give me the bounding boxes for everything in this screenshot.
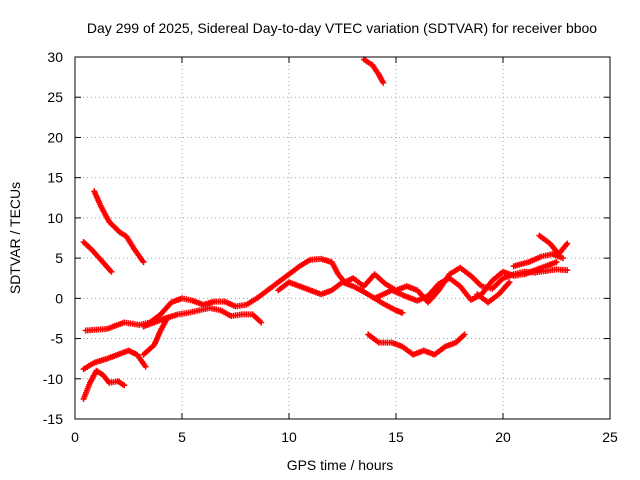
series-track-12 — [140, 315, 170, 358]
series-track-9 — [510, 251, 566, 270]
y-tick-label: 25 — [47, 89, 63, 105]
y-tick-label: 30 — [47, 49, 63, 65]
series-track-2 — [80, 239, 115, 275]
y-tick-label: 5 — [55, 250, 63, 266]
tick-labels: 0 5 10 15 20 25 -15 -10 -5 0 5 10 15 20 25 30 — [43, 49, 618, 445]
series-markers — [91, 188, 147, 266]
series-markers — [80, 367, 128, 402]
data-layer — [80, 56, 571, 402]
y-axis-label: SDTVAR / TECUs — [7, 182, 23, 294]
x-tick-label: 5 — [178, 429, 186, 445]
series-markers — [510, 251, 566, 270]
y-tick-label: -10 — [43, 371, 63, 387]
series-track-1 — [91, 188, 147, 266]
y-tick-label: 15 — [47, 170, 63, 186]
grid — [75, 57, 610, 419]
y-tick-label: 20 — [47, 129, 63, 145]
x-tick-label: 10 — [281, 429, 297, 445]
x-tick-label: 15 — [388, 429, 404, 445]
series-track-13 — [80, 367, 128, 402]
y-tick-label: 0 — [55, 290, 63, 306]
y-tick-label: 10 — [47, 210, 63, 226]
series-markers — [474, 279, 513, 306]
series-track-3 — [360, 56, 387, 86]
plot-frame — [74, 56, 611, 420]
series-track-8 — [536, 232, 571, 258]
series-markers — [371, 259, 560, 304]
y-tick-label: -15 — [43, 411, 63, 427]
series-markers — [80, 239, 115, 275]
series-track-10 — [474, 279, 513, 306]
series-track-11 — [80, 347, 149, 373]
x-tick-label: 20 — [495, 429, 511, 445]
x-axis-label: GPS time / hours — [287, 457, 394, 473]
y-tick-label: -5 — [51, 331, 64, 347]
tick-marks — [74, 56, 611, 420]
series-markers — [360, 56, 387, 86]
series-track-14 — [365, 331, 468, 358]
series-markers — [80, 347, 149, 373]
x-tick-label: 25 — [602, 429, 618, 445]
series-markers — [536, 232, 571, 258]
series-markers — [365, 331, 468, 358]
chart-title: Day 299 of 2025, Sidereal Day-to-day VTE… — [87, 20, 597, 36]
series-track-7 — [371, 259, 560, 304]
x-tick-label: 0 — [71, 429, 79, 445]
series-markers — [140, 315, 170, 358]
